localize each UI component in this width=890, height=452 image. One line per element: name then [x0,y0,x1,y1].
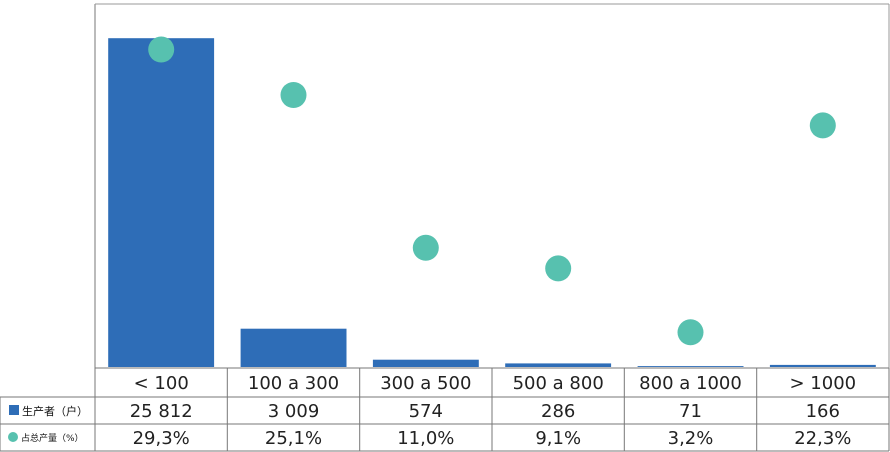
category-label: 500 a 800 [513,373,604,394]
category-label: > 1000 [789,373,856,394]
share-value-label: 9,1% [535,428,581,449]
point-series [148,36,836,346]
legend-label-bars: 生产者（户） [22,404,88,418]
bar-value-label: 3 009 [268,401,320,422]
legend-label-points: 占总产量（%） [21,432,84,444]
share-value-label: 29,3% [133,428,190,449]
share-value-label: 22,3% [794,428,851,449]
bar [240,328,347,367]
legend-key-bars [9,405,19,415]
share-value-row: 29,3% 25,1% 11,0% 9,1% 3,2% 22,3% [133,428,852,449]
legend-key-points [8,432,18,442]
bar-value-label: 286 [541,401,575,422]
bar-series [108,38,876,367]
bar [372,359,479,367]
category-label: < 100 [134,373,189,394]
point [677,319,704,346]
bar-value-label: 166 [806,401,840,422]
point [545,255,572,282]
point [412,234,439,261]
bar-value-label: 574 [409,401,443,422]
bar-value-row: 25 812 3 009 574 286 71 166 [130,401,840,422]
bar [505,363,612,367]
point [280,82,307,108]
category-labels: < 100 100 a 300 300 a 500 500 a 800 800 a 10… [134,373,856,394]
category-label: 100 a 300 [248,373,339,394]
bar [769,364,876,367]
category-label: 300 a 500 [380,373,471,394]
share-value-label: 11,0% [397,428,454,449]
category-label: 800 a 1000 [639,373,742,394]
bar [637,366,744,367]
bar-value-label: 71 [679,401,702,422]
data-table-dividers [94,368,890,451]
bar-value-label: 25 812 [130,401,193,422]
bar [108,38,215,367]
point [809,112,836,139]
share-value-label: 25,1% [265,428,322,449]
share-value-label: 3,2% [668,428,714,449]
point [148,36,175,63]
